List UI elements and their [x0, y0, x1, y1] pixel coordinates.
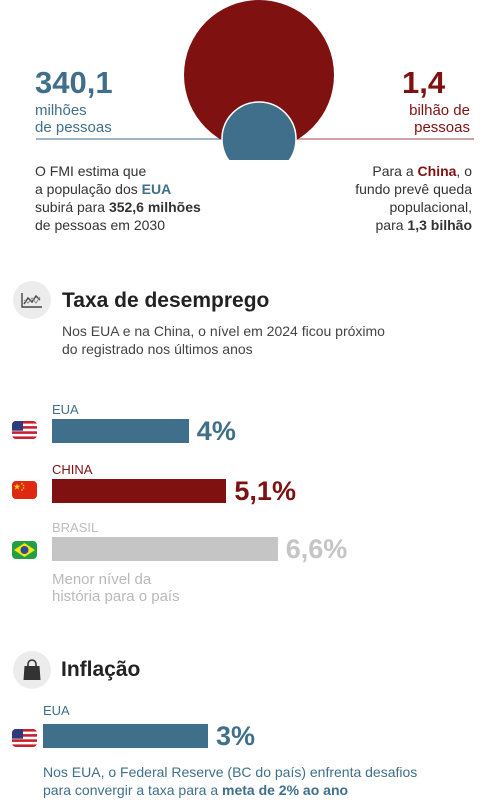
line-chart-icon: [21, 293, 42, 308]
usa-population-value: 340,1: [35, 65, 113, 100]
china-text-segment: para: [375, 217, 408, 233]
china-flag-icon: [12, 481, 37, 499]
brasil-note-line1: Menor nível da: [52, 571, 152, 588]
usa-text-segment: 352,6 milhões: [108, 199, 201, 215]
unemployment-icon-badge: [13, 281, 51, 319]
usa-text-segment: a população dos: [35, 181, 142, 197]
bar-value-eua: 4%: [196, 416, 236, 446]
bar-china: [52, 479, 227, 503]
usa-text-segment: subirá para: [35, 199, 109, 215]
inflation-icon-badge: [13, 651, 51, 689]
unemployment-subtitle-line2: do registrado nos últimos anos: [62, 341, 253, 357]
inflation-title: Inflação: [61, 658, 141, 681]
bar-value-china: 5,1%: [234, 476, 296, 506]
us-flag-icon: [12, 421, 37, 439]
inflation-text-line2: para convergir a taxa para a meta de 2% …: [43, 781, 417, 799]
usa-text-segment: EUA: [141, 181, 172, 197]
inflation-text-segment: para convergir a taxa para a: [43, 782, 222, 798]
unemployment-title: Taxa de desemprego: [62, 289, 270, 312]
us-flag-icon: [12, 729, 37, 747]
population-circles: [36, 0, 474, 160]
bar-eua: [52, 419, 189, 443]
inflation-text-line1: Nos EUA, o Federal Reserve (BC do país) …: [43, 764, 418, 780]
brasil-note: Menor nível da história para o país: [52, 571, 180, 605]
inflation-bar-value-eua: 3%: [216, 721, 256, 751]
china-text-segment: China: [417, 163, 457, 179]
usa-text-segment: de pessoas em 2030: [35, 217, 165, 233]
inflation-bar-label-eua: EUA: [43, 703, 70, 718]
china-unit-line2: pessoas: [414, 119, 470, 136]
inflation-text-segment: meta de 2% ao ano: [222, 782, 349, 798]
china-population-unit: bilhão de pessoas: [409, 102, 470, 136]
bar-label-eua: EUA: [52, 402, 79, 417]
china-text-segment: 1,3 bilhão: [407, 217, 472, 233]
shopping-bag-icon: [23, 659, 41, 680]
china-text-segment: , o: [456, 163, 472, 179]
china-population-text: Para a China, o fundo prevê queda populaci…: [252, 162, 472, 234]
usa-population-circle: [221, 101, 297, 160]
bar-label-brasil: BRASIL: [52, 520, 99, 535]
china-text-segment: Para a: [372, 163, 418, 179]
bar-label-china: CHINA: [52, 462, 93, 477]
china-unit-line1: bilhão de: [409, 102, 470, 119]
brasil-note-line2: história para o país: [52, 588, 180, 605]
inflation-bar-eua: [43, 724, 208, 748]
china-text-segment: populacional,: [389, 199, 472, 215]
china-population-circle: [184, 0, 334, 150]
usa-unit-line1: milhões: [35, 102, 87, 119]
usa-unit-line2: de pessoas: [35, 119, 112, 136]
bar-value-brasil: 6,6%: [285, 534, 348, 564]
unemployment-subtitle: Nos EUA e na China, o nível em 2024 fico…: [62, 322, 385, 358]
brazil-flag-icon: [12, 541, 37, 559]
china-population-value: 1,4: [402, 65, 446, 100]
china-text-segment: fundo prevê queda: [355, 181, 472, 197]
inflation-text: Nos EUA, o Federal Reserve (BC do país) …: [43, 763, 417, 799]
usa-text-segment: O FMI estima que: [35, 163, 147, 179]
unemployment-subtitle-line1: Nos EUA e na China, o nível em 2024 fico…: [62, 323, 385, 339]
usa-population-unit: milhões de pessoas: [35, 102, 112, 136]
usa-population-text: O FMI estima que a população dos EUA subir…: [35, 162, 255, 234]
bar-brasil: [52, 537, 278, 561]
